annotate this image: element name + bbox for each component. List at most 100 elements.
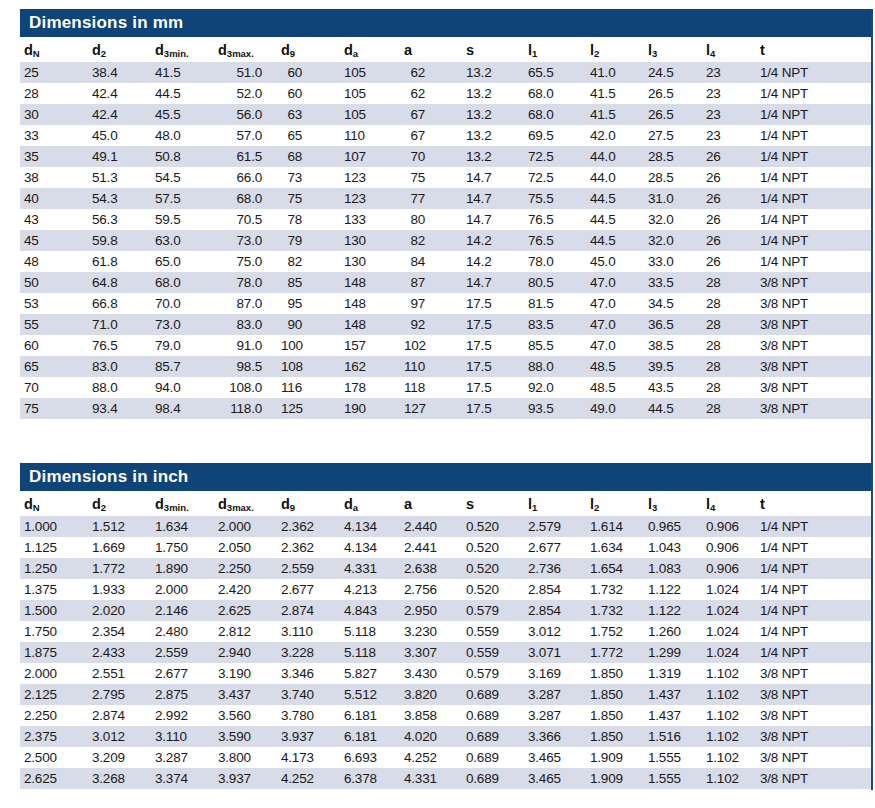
table-cell: 45.0 bbox=[586, 251, 644, 272]
table-cell: 59.5 bbox=[151, 209, 214, 230]
table-cell: 130 bbox=[340, 230, 400, 251]
table-cell: 28 bbox=[702, 335, 756, 356]
table-cell: 2.354 bbox=[88, 621, 151, 642]
table-cell: 3.287 bbox=[524, 684, 586, 705]
table-cell: 100 bbox=[277, 335, 340, 356]
table-cell: 0.689 bbox=[462, 768, 524, 789]
table-cell: 1.890 bbox=[151, 558, 214, 579]
table-row: 7088.094.0108.011617811817.592.048.543.5… bbox=[20, 377, 871, 398]
table-cell: 1.102 bbox=[702, 747, 756, 768]
column-header: d3max. bbox=[214, 491, 277, 516]
table-cell: 62 bbox=[400, 83, 462, 104]
table-cell: 39.5 bbox=[644, 356, 702, 377]
column-header: l1 bbox=[524, 37, 586, 62]
table-cell: 1.875 bbox=[20, 642, 88, 663]
table-cell: 1/4 NPT bbox=[756, 537, 871, 558]
table-cell: 50 bbox=[20, 272, 88, 293]
table-cell: 2.420 bbox=[214, 579, 277, 600]
table-cell: 55 bbox=[20, 314, 88, 335]
table-cell: 53 bbox=[20, 293, 88, 314]
table-cell: 41.5 bbox=[586, 104, 644, 125]
table-cell: 26 bbox=[702, 230, 756, 251]
table-cell: 30 bbox=[20, 104, 88, 125]
column-header: l3 bbox=[644, 37, 702, 62]
table-cell: 66.0 bbox=[214, 167, 277, 188]
table-cell: 6.378 bbox=[340, 768, 400, 789]
table-cell: 102 bbox=[400, 335, 462, 356]
table-cell: 72.5 bbox=[524, 167, 586, 188]
table-cell: 2.677 bbox=[524, 537, 586, 558]
table-cell: 68.0 bbox=[214, 188, 277, 209]
table-cell: 3.346 bbox=[277, 663, 340, 684]
table-cell: 2.625 bbox=[20, 768, 88, 789]
table-cell: 1/4 NPT bbox=[756, 209, 871, 230]
table-cell: 1.909 bbox=[586, 747, 644, 768]
table-cell: 52.0 bbox=[214, 83, 277, 104]
table-cell: 54.3 bbox=[88, 188, 151, 209]
table-cell: 2.756 bbox=[400, 579, 462, 600]
table-cell: 6.181 bbox=[340, 726, 400, 747]
table-cell: 45.5 bbox=[151, 104, 214, 125]
table-cell: 87 bbox=[400, 272, 462, 293]
table-cell: 1.555 bbox=[644, 747, 702, 768]
table-cell: 1.752 bbox=[586, 621, 644, 642]
table-cell: 32.0 bbox=[644, 230, 702, 251]
table-cell: 4.134 bbox=[340, 516, 400, 537]
table-cell: 2.677 bbox=[151, 663, 214, 684]
table-cell: 0.689 bbox=[462, 705, 524, 726]
table-cell: 1.122 bbox=[644, 579, 702, 600]
table-cell: 27.5 bbox=[644, 125, 702, 146]
table-cell: 3.287 bbox=[151, 747, 214, 768]
column-header-row: dNd2d3min.d3max.d9daasl1l2l3l4t bbox=[20, 37, 871, 62]
table-cell: 47.0 bbox=[586, 272, 644, 293]
column-header: t bbox=[756, 37, 871, 62]
table-cell: 78.0 bbox=[214, 272, 277, 293]
table-cell: 1.933 bbox=[88, 579, 151, 600]
dimensions-table-mm: dNd2d3min.d3max.d9daasl1l2l3l4t2538.441.… bbox=[20, 37, 871, 419]
table-cell: 28.5 bbox=[644, 146, 702, 167]
table-cell: 54.5 bbox=[151, 167, 214, 188]
table-cell: 2.579 bbox=[524, 516, 586, 537]
table-cell: 1.634 bbox=[151, 516, 214, 537]
table-cell: 1/4 NPT bbox=[756, 146, 871, 167]
table-cell: 26 bbox=[702, 188, 756, 209]
table-cell: 2.559 bbox=[277, 558, 340, 579]
table-cell: 42.0 bbox=[586, 125, 644, 146]
table-cell: 49.0 bbox=[586, 398, 644, 419]
column-header: s bbox=[462, 491, 524, 516]
table-cell: 127 bbox=[400, 398, 462, 419]
column-header: a bbox=[400, 37, 462, 62]
table-cell: 3.465 bbox=[524, 768, 586, 789]
table-cell: 84 bbox=[400, 251, 462, 272]
table-cell: 1.850 bbox=[586, 705, 644, 726]
table-cell: 116 bbox=[277, 377, 340, 398]
table-cell: 65 bbox=[20, 356, 88, 377]
table-cell: 26.5 bbox=[644, 83, 702, 104]
table-cell: 1.043 bbox=[644, 537, 702, 558]
table-cell: 3.820 bbox=[400, 684, 462, 705]
table-row: 5064.868.078.0851488714.780.547.033.5283… bbox=[20, 272, 871, 293]
table-cell: 1.500 bbox=[20, 600, 88, 621]
table-cell: 2.362 bbox=[277, 537, 340, 558]
table-cell: 1.024 bbox=[702, 621, 756, 642]
table-cell: 2.874 bbox=[277, 600, 340, 621]
table-cell: 26 bbox=[702, 209, 756, 230]
table-cell: 95 bbox=[277, 293, 340, 314]
table-cell: 42.4 bbox=[88, 104, 151, 125]
column-header: d3max. bbox=[214, 37, 277, 62]
column-header: a bbox=[400, 491, 462, 516]
table-cell: 3.268 bbox=[88, 768, 151, 789]
table-cell: 23 bbox=[702, 83, 756, 104]
table-cell: 56.3 bbox=[88, 209, 151, 230]
table-row: 3042.445.556.0631056713.268.041.526.5231… bbox=[20, 104, 871, 125]
table-cell: 2.500 bbox=[20, 747, 88, 768]
table-cell: 1/4 NPT bbox=[756, 558, 871, 579]
table-cell: 1.083 bbox=[644, 558, 702, 579]
table-cell: 1.614 bbox=[586, 516, 644, 537]
table-cell: 80 bbox=[400, 209, 462, 230]
table-cell: 3/8 NPT bbox=[756, 356, 871, 377]
table-row: 4861.865.075.0821308414.278.045.033.0261… bbox=[20, 251, 871, 272]
table-cell: 2.440 bbox=[400, 516, 462, 537]
table-cell: 3.800 bbox=[214, 747, 277, 768]
table-cell: 70.0 bbox=[151, 293, 214, 314]
